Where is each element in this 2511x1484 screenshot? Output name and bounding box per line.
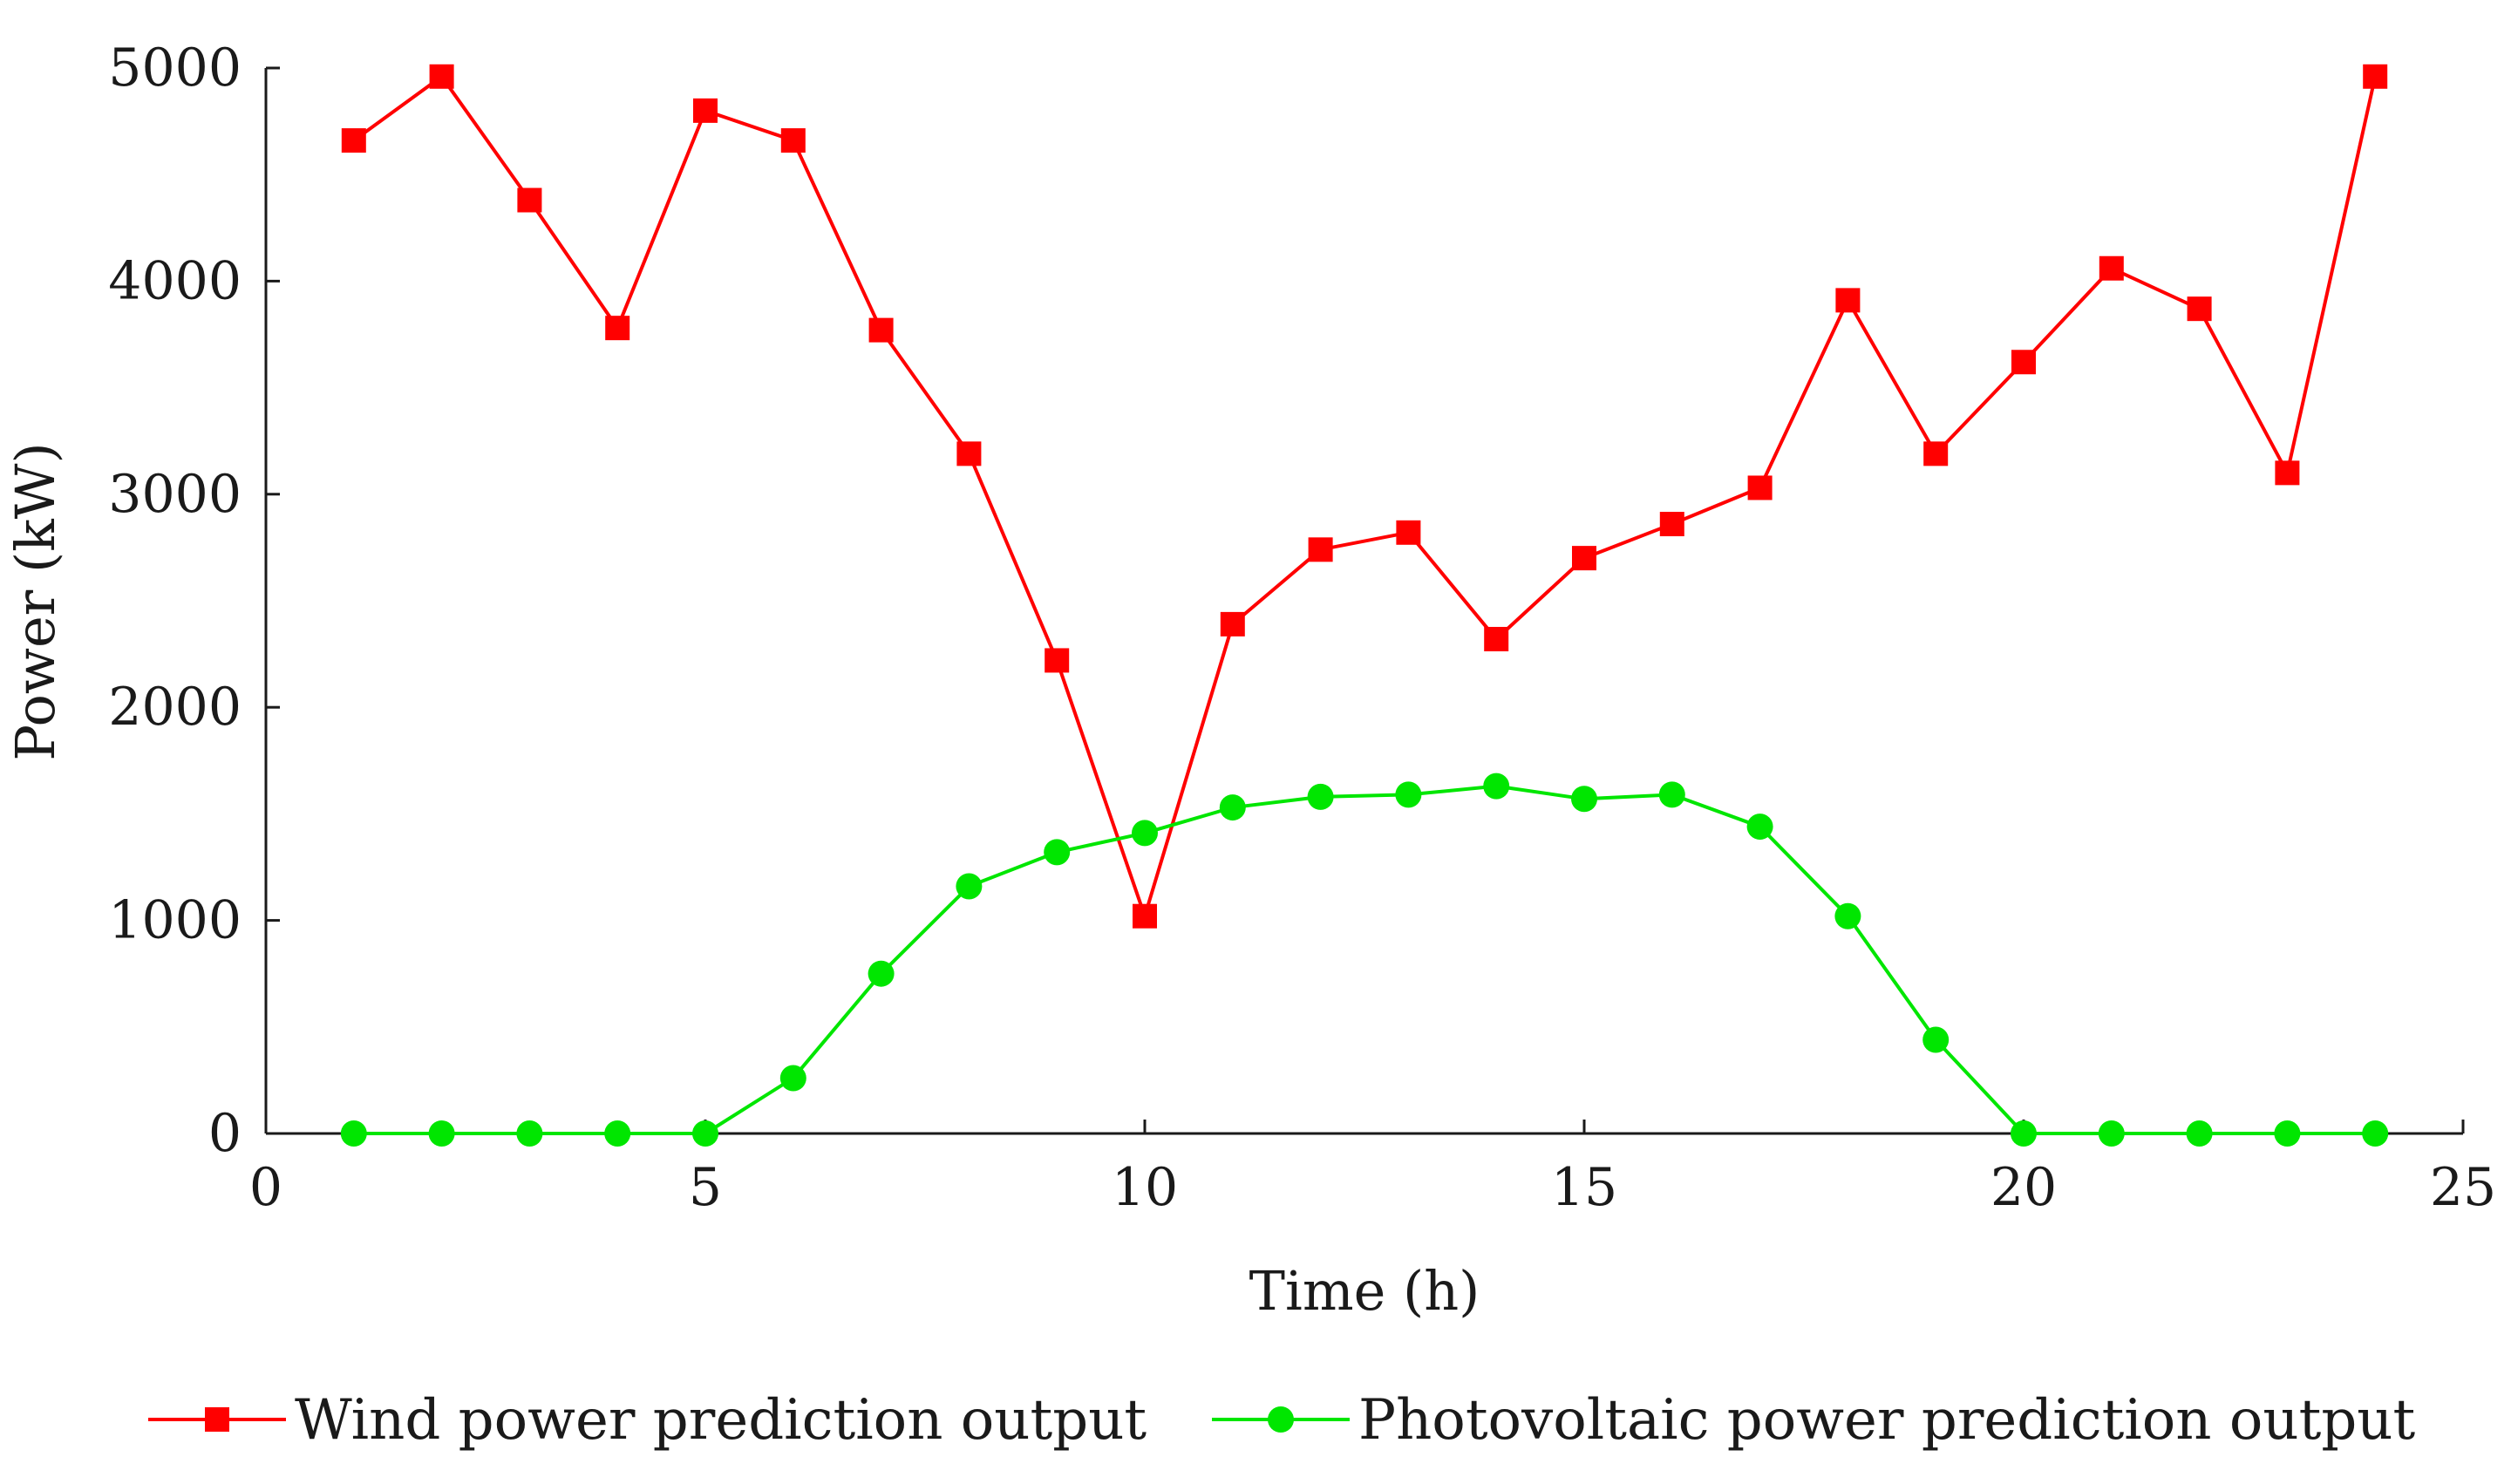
y-tick-label: 1000 <box>108 890 242 951</box>
x-tick-label: 5 <box>689 1157 722 1218</box>
series-photovoltaic <box>340 773 2389 1147</box>
data-point <box>1572 546 1596 571</box>
data-point <box>1045 648 1070 673</box>
legend-item-photovoltaic: Photovoltaic power prediction output <box>1212 1388 2416 1453</box>
data-point <box>1746 813 1773 841</box>
x-tick-label: 20 <box>1990 1157 2057 1218</box>
legend: Wind power prediction output Photovoltaic… <box>148 1388 2416 1453</box>
legend-item-wind: Wind power prediction output <box>148 1388 1147 1453</box>
data-point <box>693 98 718 123</box>
y-tick-label: 5000 <box>108 37 242 99</box>
x-tick-label: 15 <box>1551 1157 1617 1218</box>
axes: 0 5 10 15 20 25 0 1000 2000 3000 4000 5000 <box>108 37 2496 1218</box>
y-axis-title: Power (kW) <box>3 442 67 760</box>
y-tick-label: 0 <box>208 1103 242 1164</box>
data-point <box>1658 781 1685 808</box>
data-point <box>1483 773 1510 800</box>
data-point <box>1220 611 1245 636</box>
data-point <box>2362 1120 2389 1147</box>
data-point <box>517 187 542 213</box>
data-point <box>1044 839 1071 866</box>
data-point <box>2275 460 2300 486</box>
data-point <box>1923 441 1949 466</box>
series-layer <box>340 64 2389 1147</box>
legend-label: Photovoltaic power prediction output <box>1358 1388 2416 1453</box>
data-point <box>1132 820 1158 847</box>
y-tick-label: 2000 <box>108 677 242 738</box>
data-point <box>1571 786 1597 813</box>
data-point <box>956 441 982 466</box>
data-point <box>1133 903 1157 929</box>
x-tick-label: 25 <box>2430 1157 2496 1218</box>
data-point <box>692 1120 718 1147</box>
data-point <box>1484 626 1509 651</box>
data-point <box>604 1120 631 1147</box>
series-line <box>353 784 2376 1135</box>
data-point <box>1219 794 1246 821</box>
data-point <box>2098 1120 2125 1147</box>
data-point <box>1396 520 1421 545</box>
data-point <box>1834 902 1861 929</box>
data-point <box>1835 288 1861 313</box>
data-point <box>429 64 454 89</box>
data-point <box>1307 783 1334 810</box>
data-point <box>1922 1026 1950 1053</box>
data-point <box>1747 475 1773 500</box>
data-point <box>868 317 894 343</box>
data-point <box>2011 350 2036 375</box>
data-point <box>341 128 366 153</box>
data-point <box>956 873 983 900</box>
legend-marker <box>205 1407 229 1432</box>
data-point <box>605 316 630 341</box>
legend-label: Wind power prediction output <box>295 1388 1147 1453</box>
data-point <box>780 128 806 153</box>
series-line <box>352 74 2378 918</box>
data-point <box>1395 781 1422 808</box>
data-point <box>2363 64 2388 89</box>
data-point <box>868 960 895 987</box>
legend-marker <box>1268 1406 1294 1433</box>
data-point <box>2099 255 2124 281</box>
x-axis-title: Time (h) <box>1249 1259 1480 1323</box>
y-tick-label: 3000 <box>108 464 242 525</box>
x-tick-label: 0 <box>249 1157 282 1218</box>
x-tick-label: 10 <box>1112 1157 1178 1218</box>
series-wind <box>341 64 2388 929</box>
data-point <box>340 1120 367 1147</box>
data-point <box>428 1120 455 1147</box>
data-point <box>779 1065 806 1092</box>
data-point <box>2186 1120 2213 1147</box>
data-point <box>2187 296 2212 322</box>
y-tick-label: 4000 <box>108 250 242 311</box>
data-point <box>2011 1120 2037 1147</box>
data-point <box>516 1120 543 1147</box>
data-point <box>1659 512 1684 537</box>
data-point <box>2274 1120 2301 1147</box>
data-point <box>1308 537 1333 562</box>
